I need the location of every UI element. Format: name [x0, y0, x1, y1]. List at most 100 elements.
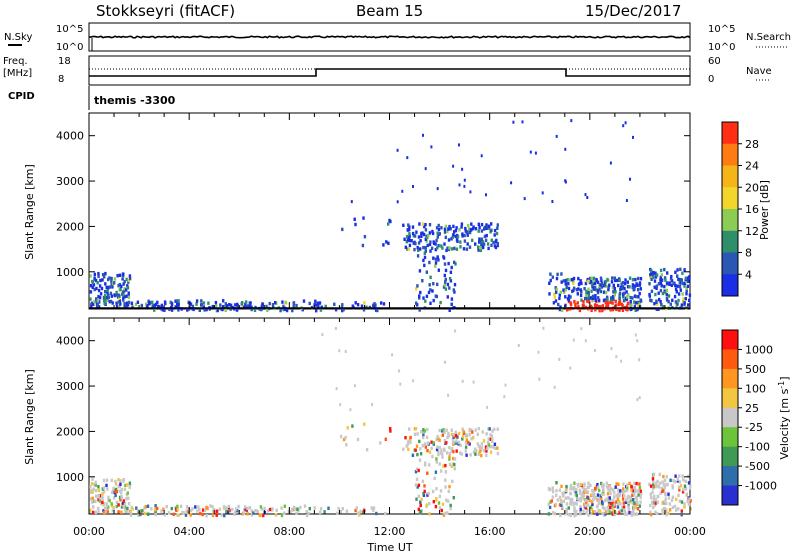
radar-pixel: [632, 509, 635, 513]
radar-pixel: [612, 501, 615, 505]
radar-pixel: [572, 485, 576, 490]
radar-pixel: [477, 245, 480, 249]
radar-pixel: [556, 498, 559, 502]
radar-pixel: [122, 499, 126, 503]
radar-pixel: [485, 226, 488, 230]
radar-pixel: [174, 506, 178, 510]
radar-pixel: [650, 495, 653, 500]
radar-pixel: [334, 308, 338, 312]
radar-pixel: [319, 507, 323, 511]
radar-pixel: [268, 301, 271, 306]
radar-pixel: [223, 513, 226, 518]
radar-pixel: [123, 303, 126, 308]
radar-pixel: [638, 504, 641, 508]
radar-pixel: [613, 276, 616, 280]
radar-pixel: [104, 299, 107, 303]
radar-pixel: [649, 275, 652, 280]
radar-pixel: [556, 272, 559, 277]
radar-pixel: [655, 299, 658, 303]
radar-pixel: [447, 489, 450, 493]
radar-pixel: [426, 243, 429, 248]
radar-pixel: [659, 278, 662, 282]
radar-pixel: [628, 511, 631, 515]
radar-pixel: [112, 505, 115, 510]
radar-pixel: [598, 305, 601, 309]
radar-pixel: [169, 300, 172, 304]
y-tick-label: 3000: [56, 175, 84, 188]
radar-pixel: [654, 292, 657, 297]
radar-pixel: [677, 298, 680, 303]
radar-pixel: [289, 510, 292, 514]
radar-pixel: [435, 447, 439, 452]
radar-pixel: [382, 243, 385, 247]
radar-pixel: [421, 444, 424, 448]
radar-pixel: [617, 488, 620, 492]
radar-pixel: [553, 292, 556, 297]
radar-pixel: [450, 302, 453, 306]
radar-pixel: [609, 308, 612, 312]
radar-pixel: [604, 290, 608, 295]
radar-pixel: [421, 479, 425, 484]
radar-pixel: [621, 285, 625, 289]
radar-pixel: [588, 498, 591, 502]
radar-pixel: [89, 284, 93, 288]
radar-pixel: [387, 241, 390, 245]
colorbar-tick-label: 500: [745, 363, 766, 376]
nave-tick-bottom: 0: [708, 74, 714, 85]
radar-pixel: [671, 486, 674, 490]
radar-pixel: [418, 308, 421, 312]
radar-pixel: [89, 290, 93, 294]
radar-pixel: [681, 292, 684, 296]
radar-pixel: [657, 307, 660, 311]
radar-pixel: [651, 477, 655, 481]
freq-tick-bottom: 8: [58, 74, 64, 85]
radar-pixel: [601, 505, 605, 510]
radar-pixel: [250, 307, 253, 312]
radar-pixel: [577, 498, 581, 502]
radar-pixel: [429, 240, 432, 244]
radar-pixel: [430, 145, 433, 149]
radar-pixel: [493, 427, 496, 431]
radar-pixel: [625, 498, 628, 502]
radar-pixel: [144, 505, 147, 509]
radar-pixel: [477, 426, 480, 431]
radar-pixel: [221, 307, 224, 312]
radar-pixel: [186, 308, 189, 312]
radar-pixel: [468, 427, 471, 432]
radar-pixel: [609, 498, 612, 502]
radar-pixel: [637, 493, 640, 497]
radar-pixel: [418, 458, 422, 462]
radar-pixel: [464, 440, 468, 445]
radar-pixel: [437, 258, 440, 262]
radar-pixel: [253, 308, 257, 312]
radar-pixel: [610, 280, 614, 284]
radar-pixel: [435, 226, 439, 230]
radar-pixel: [608, 488, 611, 492]
y-tick-label: 2000: [56, 425, 84, 438]
radar-pixel: [414, 470, 418, 474]
radar-pixel: [652, 273, 655, 277]
radar-pixel: [671, 298, 674, 302]
radar-pixel: [408, 227, 411, 232]
radar-pixel: [587, 513, 590, 517]
radar-pixel: [245, 300, 248, 304]
radar-pixel: [561, 491, 564, 495]
colorbar-tick-label: 4: [745, 268, 752, 281]
radar-pixel: [90, 490, 93, 494]
radar-pixel: [575, 487, 578, 492]
radar-pixel: [435, 238, 438, 243]
radar-pixel: [358, 513, 361, 517]
radar-pixel: [495, 238, 498, 243]
radar-pixel: [101, 273, 105, 277]
radar-pixel: [350, 200, 353, 204]
radar-pixel: [420, 234, 423, 238]
radar-pixel: [687, 279, 690, 283]
radar-pixel: [631, 296, 634, 300]
radar-pixel: [655, 511, 659, 516]
radar-pixel: [465, 247, 469, 251]
radar-pixel: [115, 292, 119, 297]
radar-pixel: [419, 290, 422, 295]
radar-pixel: [118, 296, 121, 300]
radar-pixel: [481, 244, 484, 249]
radar-pixel: [586, 508, 589, 512]
